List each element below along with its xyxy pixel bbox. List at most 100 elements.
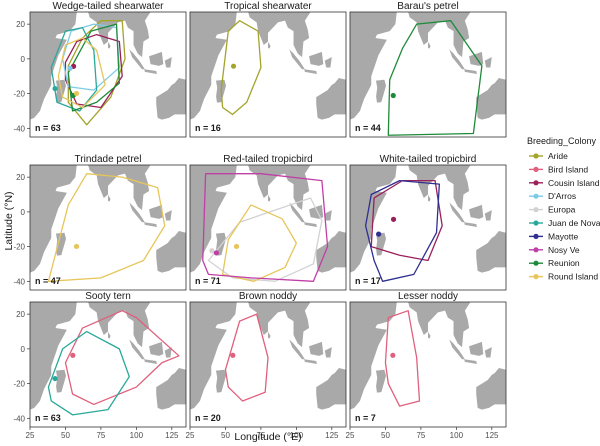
colony-point-bird-island (70, 352, 76, 358)
legend: Breeding_Colony Aride Bird Island Cousin I… (527, 136, 600, 282)
land-mass (428, 331, 431, 339)
land-mass (428, 41, 431, 49)
land-mass (350, 12, 397, 120)
x-tick-label: 75 (256, 431, 265, 440)
panel-title: White-tailed tropicbird (380, 154, 477, 165)
legend-label: Juan de Nova (548, 218, 600, 228)
range-nosy-ve (202, 173, 329, 282)
panel-border (189, 301, 347, 428)
colony-point-mayotte (376, 231, 382, 237)
legend-label: Reunion (548, 258, 580, 268)
panel-border (349, 11, 507, 138)
land-mass (304, 359, 317, 364)
land-mass (316, 367, 346, 410)
land-mass (88, 12, 151, 58)
y-tick-label: 0 (21, 55, 26, 64)
legend-label: Round Island (548, 272, 598, 282)
y-tick-label: -40 (13, 277, 25, 286)
land-mass (309, 51, 324, 66)
y-tick-label: 20 (16, 20, 25, 29)
range-reunion (387, 20, 483, 136)
legend-label: Cousin Island (548, 178, 600, 188)
panel-title: Sooty tern (85, 291, 131, 302)
panel-border (29, 164, 187, 291)
panel-barau-s-petrel: Barau's petrel n = 44 (349, 1, 507, 138)
colony-point-juan-de-nova (52, 85, 58, 92)
colony-point-round-island (73, 243, 80, 250)
land-mass (164, 57, 172, 68)
x-tick-label: 75 (416, 431, 425, 440)
panel-red-tailed-tropicbird: Red-tailed tropicbird n = 71 (189, 154, 347, 291)
y-tick-label: -40 (13, 124, 25, 133)
x-tick-label: 125 (325, 431, 339, 440)
land-mass (316, 77, 346, 120)
land-mass (88, 302, 151, 348)
land-mass (484, 347, 492, 358)
land-mass (268, 41, 271, 49)
legend-entry-d-arros: D'Arros (529, 191, 576, 201)
land-mass (316, 230, 346, 273)
panel-border (189, 11, 347, 138)
sample-size-label: n = 20 (195, 413, 221, 423)
x-tick-label: 100 (450, 431, 464, 440)
land-mass (309, 341, 324, 356)
land-mass (248, 12, 311, 58)
range-juan-de-nova (47, 330, 130, 416)
panel-title: Brown noddy (239, 291, 297, 302)
land-mass (324, 57, 332, 68)
land-mass (464, 69, 477, 74)
panel-white-tailed-tropicbird: White-tailed tropicbird n = 17 (349, 154, 507, 291)
panel-title: Barau's petrel (397, 1, 458, 12)
y-tick-label: 20 (16, 173, 25, 182)
x-tick-label: 25 (346, 431, 355, 440)
land-mass (144, 222, 157, 227)
land-mass (108, 331, 111, 339)
colony-point-round-island (233, 243, 240, 250)
land-mass (129, 339, 145, 360)
y-tick-label: 20 (16, 310, 25, 319)
panel-wedge-tailed-shearwater: Wedge-tailed shearwater n = 63 20 0 -20 -40 (13, 1, 187, 138)
y-tick-label: -20 (13, 243, 25, 252)
x-axis-label: Longitude (°E) (234, 431, 301, 443)
range-bird-island (384, 310, 421, 407)
legend-dot (533, 153, 539, 159)
legend-label: Europa (548, 205, 576, 215)
land-mass (469, 204, 484, 219)
land-mass (408, 165, 471, 211)
land-mass (190, 12, 237, 120)
land-mass (156, 230, 186, 273)
land-mass (215, 369, 227, 393)
x-tick-label: 125 (485, 431, 499, 440)
x-tick-label: 50 (221, 431, 230, 440)
x-tick-label: 50 (381, 431, 390, 440)
land-mass (375, 79, 387, 103)
land-mass (30, 165, 77, 273)
land-mass (469, 341, 484, 356)
panel-border (29, 301, 187, 428)
land-mass (190, 302, 237, 410)
land-mass (149, 51, 164, 66)
colony-point-europa (209, 248, 215, 254)
legend-entry-europa: Europa (529, 205, 576, 215)
land-mass (144, 69, 157, 74)
sample-size-label: n = 71 (195, 276, 221, 286)
colony-point-cousin-island (390, 216, 397, 222)
land-mass (268, 194, 271, 202)
range-bird-island (64, 310, 180, 406)
land-mass (449, 339, 465, 360)
land-mass (30, 302, 77, 410)
legend-dot (533, 260, 539, 266)
panel-border (189, 164, 347, 291)
sample-size-label: n = 17 (355, 276, 381, 286)
y-tick-label: 0 (21, 345, 26, 354)
legend-label: D'Arros (548, 191, 576, 201)
land-mass (149, 341, 164, 356)
legend-entry-nosy-ve: Nosy Ve (529, 245, 580, 255)
sample-size-label: n = 63 (35, 123, 61, 133)
panel-border (349, 301, 507, 428)
x-tick-label: 25 (26, 431, 35, 440)
land-mass (408, 302, 471, 348)
